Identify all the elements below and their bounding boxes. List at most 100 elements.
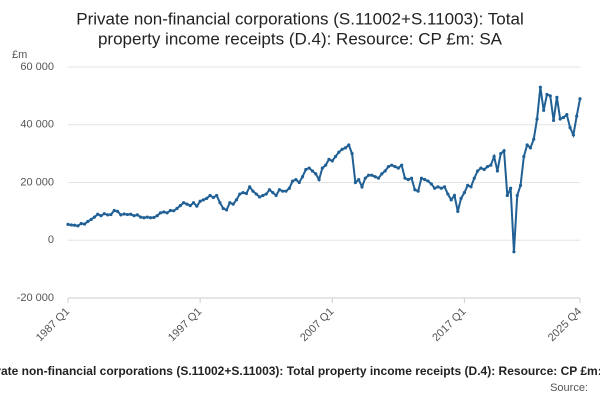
point (139, 215, 143, 219)
point (489, 163, 493, 167)
point (89, 217, 93, 222)
point (300, 175, 305, 179)
point (568, 126, 572, 130)
x-tick-label: 1997 Q1 (166, 306, 204, 344)
point (449, 198, 453, 202)
footer-label: Private non-financial corporations (S.11… (0, 364, 600, 378)
point (218, 201, 222, 205)
point (198, 199, 202, 203)
point (469, 185, 473, 189)
point (545, 92, 549, 97)
point (86, 219, 90, 224)
point (182, 201, 186, 205)
point (565, 113, 569, 117)
y-tick-label: 0 (48, 234, 54, 246)
point (73, 223, 77, 227)
point (165, 211, 169, 215)
point (419, 176, 424, 180)
point (271, 191, 275, 195)
point (433, 186, 437, 190)
point (413, 188, 417, 192)
point (456, 209, 460, 213)
point (79, 221, 83, 226)
point (551, 118, 556, 123)
point (314, 172, 318, 176)
point (294, 178, 298, 182)
point (211, 195, 215, 200)
y-axis-label: £m (12, 49, 27, 61)
point (135, 213, 139, 217)
chart-title: property income receipts (D.4): Resource… (98, 29, 503, 48)
point (406, 178, 410, 182)
point (234, 198, 239, 202)
point (542, 108, 546, 112)
point (291, 179, 295, 183)
point (380, 172, 384, 176)
x-tick-label: 1987 Q1 (34, 306, 72, 344)
point (175, 206, 179, 211)
point (393, 165, 397, 169)
point (476, 169, 480, 173)
point (373, 175, 377, 179)
point (106, 213, 110, 217)
point (188, 204, 192, 208)
point (400, 163, 404, 167)
point (168, 208, 172, 213)
point (347, 143, 351, 147)
point (485, 165, 490, 169)
point (109, 212, 113, 217)
point (340, 147, 344, 151)
point (499, 152, 503, 156)
y-tick-label: 20 000 (20, 176, 54, 188)
point (558, 117, 562, 121)
point (442, 185, 447, 189)
point (416, 189, 420, 193)
point (370, 173, 374, 177)
point (304, 167, 308, 172)
x-tick-label: 2017 Q1 (430, 306, 468, 344)
point (287, 186, 291, 190)
point (492, 154, 496, 159)
point (528, 146, 533, 150)
point (178, 204, 182, 208)
point (267, 188, 272, 192)
point (459, 196, 463, 200)
point (343, 146, 348, 150)
point (324, 163, 328, 167)
point (142, 216, 146, 220)
point (261, 193, 265, 198)
point (310, 169, 315, 173)
point (92, 215, 97, 219)
point (244, 191, 248, 196)
point (446, 192, 450, 196)
point (201, 198, 206, 202)
point (66, 222, 70, 226)
point (575, 114, 579, 118)
point (102, 212, 106, 216)
point (353, 180, 357, 185)
point (505, 193, 509, 198)
point (366, 173, 371, 177)
point (297, 180, 301, 185)
point (172, 209, 176, 213)
point (82, 222, 87, 226)
point (228, 201, 232, 205)
point (376, 176, 381, 180)
point (525, 143, 529, 147)
point (502, 149, 506, 153)
point (264, 192, 268, 196)
point (571, 133, 575, 137)
point (522, 154, 526, 159)
point (155, 214, 159, 218)
point (482, 167, 486, 172)
point (538, 85, 542, 89)
point (518, 183, 523, 187)
point (248, 185, 252, 189)
point (429, 182, 433, 186)
point (115, 209, 120, 213)
point (561, 115, 566, 120)
y-tick-label: 40 000 (20, 119, 54, 131)
point (122, 212, 126, 216)
point (125, 212, 130, 217)
